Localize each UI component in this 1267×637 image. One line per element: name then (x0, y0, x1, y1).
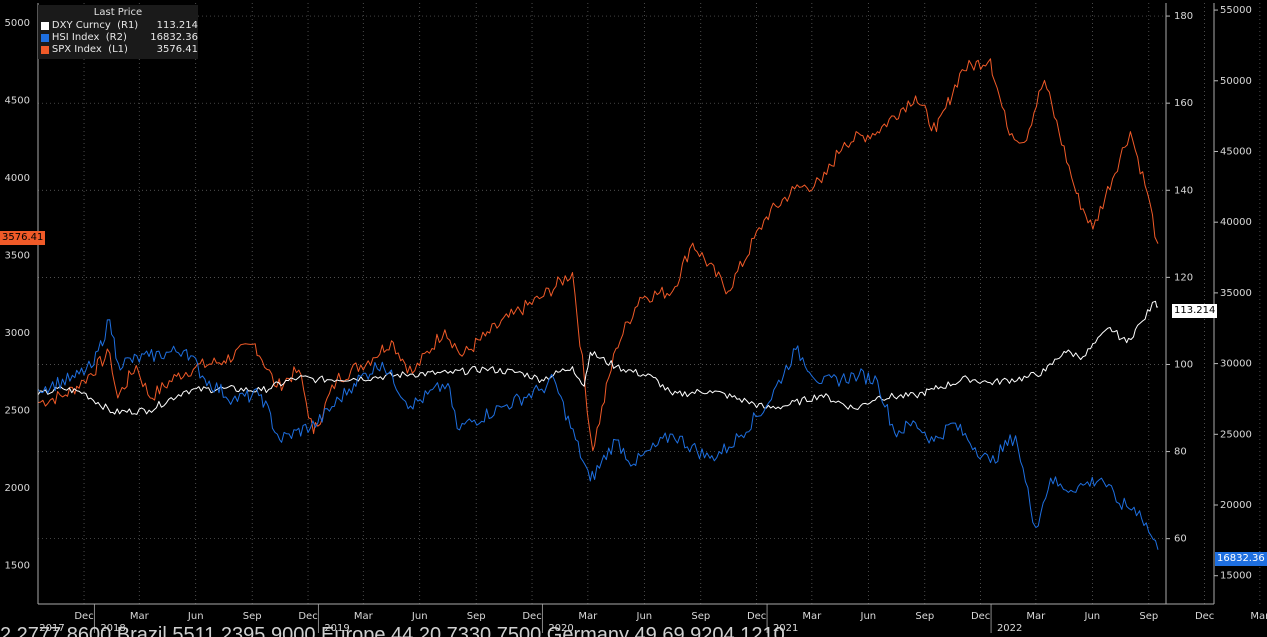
x-tick-label: Sep (243, 611, 262, 622)
y-r2-tick-label: 30000 (1220, 359, 1252, 370)
x-tick-label: Mar (130, 611, 150, 622)
hsi-last-price-tag: 16832.36 (1215, 552, 1267, 566)
x-year-label: 2022 (997, 623, 1022, 634)
x-tick-label: Mar (578, 611, 598, 622)
y-left-tick-label: 5000 (5, 18, 30, 29)
dxy-last-price-tag: 113.214 (1172, 304, 1218, 318)
spx-last-price-tag: 3576.41 (0, 231, 46, 245)
y-r2-tick-label: 25000 (1220, 429, 1252, 440)
y-left-tick-label: 4500 (5, 96, 30, 107)
x-year-label: 2020 (548, 623, 573, 634)
y-r1-tick-label: 180 (1174, 11, 1193, 22)
y-left-tick-label: 3500 (5, 250, 30, 261)
y-r2-tick-label: 55000 (1220, 5, 1252, 16)
y-r2-tick-label: 20000 (1220, 500, 1252, 511)
y-r1-tick-label: 80 (1174, 447, 1187, 458)
x-tick-label: Mar (802, 611, 822, 622)
legend-value-dxy: 113.214 (156, 20, 198, 31)
x-tick-label: Mar (1250, 611, 1267, 622)
y-left-tick-label: 2500 (5, 405, 30, 416)
legend-name-hsi: HSI Index (R2) (51, 32, 127, 43)
x-tick-label: Dec (522, 611, 541, 622)
legend-name-spx: SPX Index (L1) (51, 44, 128, 55)
legend-title: Last Price (93, 7, 143, 18)
x-tick-label: Jun (636, 611, 653, 622)
y-left-tick-label: 4000 (5, 173, 30, 184)
y-r1-tick-label: 160 (1174, 98, 1193, 109)
y-left-tick-label: 1500 (5, 560, 30, 571)
x-tick-label: Jun (1084, 611, 1101, 622)
legend-value-hsi: 16832.36 (150, 32, 198, 43)
x-year-label: 2017 (39, 623, 64, 634)
x-tick-label: Sep (467, 611, 486, 622)
x-year-label: 2021 (773, 623, 798, 634)
footer-contact-strip: 2 2777 8600 Brazil 5511 2395 9000 Europe… (0, 626, 1267, 637)
legend-swatch-hsi (41, 34, 49, 42)
x-tick-label: Dec (298, 611, 317, 622)
x-tick-label: Dec (747, 611, 766, 622)
x-tick-label: Sep (1139, 611, 1158, 622)
x-tick-label: Jun (860, 611, 877, 622)
x-tick-label: Sep (691, 611, 710, 622)
series-group (37, 58, 1159, 550)
x-tick-label: Jun (411, 611, 428, 622)
y-r2-tick-label: 15000 (1220, 571, 1252, 582)
x-year-label: 2018 (100, 623, 125, 634)
legend-swatch-dxy (41, 22, 49, 30)
y-r2-tick-label: 50000 (1220, 76, 1252, 87)
y-r1-tick-label: 120 (1174, 272, 1193, 283)
y-r1-tick-label: 140 (1174, 185, 1193, 196)
x-tick-label: Mar (354, 611, 374, 622)
x-tick-label: Mar (1026, 611, 1046, 622)
grid (38, 3, 1261, 604)
legend-row-hsi: HSI Index (R2) 16832.36 (38, 32, 198, 44)
y-r2-tick-label: 45000 (1220, 146, 1252, 157)
x-tick-label: Jun (187, 611, 204, 622)
footer-text: 2 2777 8600 Brazil 5511 2395 9000 Europe… (0, 626, 785, 637)
x-tick-label: Sep (915, 611, 934, 622)
x-tick-label: Dec (971, 611, 990, 622)
x-tick-label: Dec (74, 611, 93, 622)
series-line-hsi (37, 319, 1159, 550)
x-tick-label: Dec (1195, 611, 1214, 622)
y-r2-tick-label: 35000 (1220, 288, 1252, 299)
series-line-dxy (37, 300, 1159, 415)
legend-row-spx: SPX Index (L1) 3576.41 (38, 44, 198, 56)
legend: Last Price DXY Curncy (R1) 113.214 HSI I… (38, 5, 198, 59)
series-line-spx (37, 58, 1159, 452)
legend-row-dxy: DXY Curncy (R1) 113.214 (38, 20, 198, 32)
y-left-tick-label: 3000 (5, 328, 30, 339)
y-left-tick-label: 2000 (5, 483, 30, 494)
axes: Dec Mar Jun Sep Dec Mar Jun Sep Dec Mar Jun Sep Dec M… (5, 3, 1267, 634)
legend-value-spx: 3576.41 (156, 44, 198, 55)
legend-name-dxy: DXY Curncy (R1) (51, 20, 139, 31)
legend-swatch-spx (41, 46, 49, 54)
y-r1-tick-label: 60 (1174, 534, 1187, 545)
x-year-label: 2019 (324, 623, 349, 634)
y-r2-tick-label: 40000 (1220, 217, 1252, 228)
y-r1-tick-label: 100 (1174, 359, 1193, 370)
